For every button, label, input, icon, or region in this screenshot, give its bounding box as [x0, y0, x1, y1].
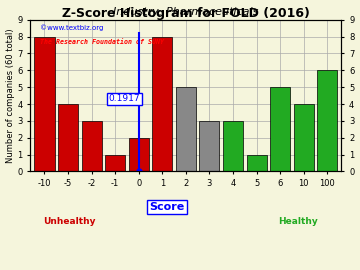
- Text: Unhealthy: Unhealthy: [43, 217, 95, 226]
- Bar: [247, 155, 267, 171]
- Text: Score: Score: [150, 202, 185, 212]
- Text: The Research Foundation of SUNY: The Research Foundation of SUNY: [40, 39, 164, 45]
- Text: Healthy: Healthy: [278, 217, 318, 226]
- Y-axis label: Number of companies (60 total): Number of companies (60 total): [5, 28, 14, 163]
- Bar: [294, 104, 314, 171]
- Bar: [129, 138, 149, 171]
- Bar: [35, 36, 54, 171]
- Bar: [223, 121, 243, 171]
- Title: Z-Score Histogram for FOLD (2016): Z-Score Histogram for FOLD (2016): [62, 7, 310, 20]
- Bar: [270, 87, 290, 171]
- Bar: [176, 87, 196, 171]
- Bar: [82, 121, 102, 171]
- Bar: [58, 104, 78, 171]
- Bar: [317, 70, 337, 171]
- Bar: [199, 121, 220, 171]
- Text: Industry: Pharmaceuticals: Industry: Pharmaceuticals: [113, 7, 258, 17]
- Bar: [152, 36, 172, 171]
- Text: ©www.textbiz.org: ©www.textbiz.org: [40, 24, 103, 31]
- Text: 0.1917: 0.1917: [109, 94, 140, 103]
- Bar: [105, 155, 125, 171]
